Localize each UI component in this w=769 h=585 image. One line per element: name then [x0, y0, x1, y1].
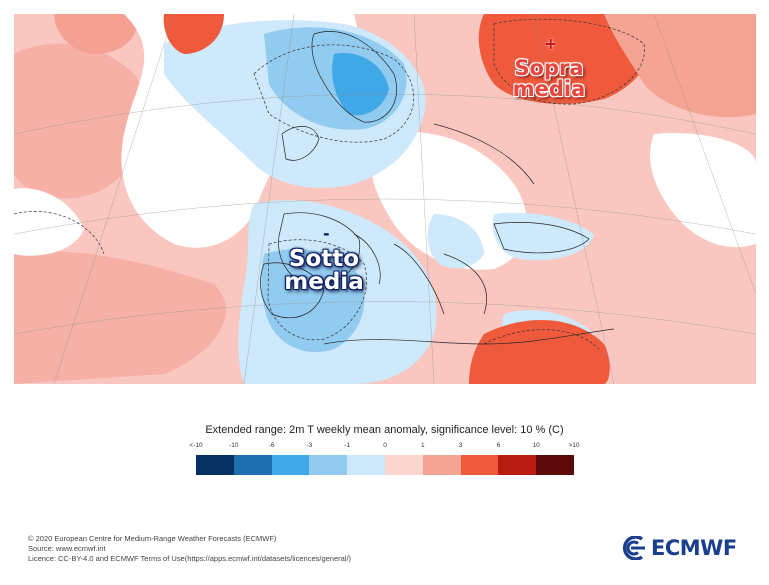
- legend-swatch: [347, 455, 385, 475]
- legend-title: Extended range: 2m T weekly mean anomaly…: [205, 424, 564, 436]
- legend-tick-label: -10: [229, 442, 239, 449]
- anomaly-map: [14, 14, 756, 384]
- below-normal-sign: -: [323, 224, 330, 243]
- legend-tick-label: <-10: [189, 442, 203, 449]
- footer-licence: Licence: CC-BY-4.0 and ECMWF Terms of Us…: [28, 553, 352, 563]
- above-normal-sign: +: [544, 34, 558, 53]
- near-normal-west-atlantic: [14, 188, 84, 256]
- legend-tick-label: -3: [306, 442, 313, 449]
- legend-tick-label: >10: [568, 442, 580, 449]
- map-svg: [14, 14, 756, 384]
- atlantic-south-warm-area: [14, 251, 226, 384]
- cold-area-iberia: [261, 249, 365, 353]
- legend-swatch: [196, 455, 234, 475]
- ecmwf-logo-text: ECMWF: [651, 536, 737, 560]
- legend-swatch: [498, 455, 537, 475]
- legend-swatch: [536, 455, 574, 475]
- above-normal-label: Sopra media: [512, 56, 586, 102]
- footer-source: Source: www.ecmwf.int: [28, 543, 106, 553]
- legend-swatch: [422, 455, 461, 475]
- legend-tick-label: -6: [268, 442, 275, 449]
- legend-swatch: [460, 455, 499, 475]
- warm-area-russia: [478, 14, 657, 104]
- legend-swatch: [233, 455, 272, 475]
- warm-area-east: [604, 14, 756, 118]
- legend-swatch: [384, 455, 423, 475]
- legend-tick-label: 1: [420, 442, 425, 449]
- near-normal-central-europe: [370, 131, 528, 270]
- coastlines: [260, 31, 615, 345]
- legend-tick-label: 10: [532, 442, 540, 449]
- footer-credits: © 2020 European Centre for Medium-Range …: [28, 534, 351, 564]
- near-normal-east: [650, 133, 756, 248]
- legend-swatch: [309, 455, 348, 475]
- legend-tick-label: -1: [344, 442, 351, 449]
- ecmwf-logo-icon: [622, 536, 645, 560]
- significance-contours: [14, 18, 645, 350]
- footer-copyright: © 2020 European Centre for Medium-Range …: [28, 534, 277, 543]
- legend-tick-label: 6: [496, 442, 501, 449]
- ecmwf-logo: ECMWF: [618, 536, 737, 560]
- legend-tick-label: 0: [383, 442, 387, 449]
- cold-area-balkans: [427, 214, 484, 269]
- warm-area-greenland: [163, 14, 224, 54]
- greenland-warm-area: [54, 14, 137, 54]
- cold-core-scandinavia: [332, 53, 389, 116]
- legend-swatch: [271, 455, 310, 475]
- cold-area-black-sea: [492, 212, 594, 261]
- legend-colorbar: [196, 455, 574, 475]
- graticule: [14, 14, 756, 384]
- below-normal-label: Sotto media: [284, 246, 364, 296]
- legend-ticks: <-10 -10 -6 -3 -1 0 1 3 6 10 >10: [189, 442, 579, 454]
- legend-tick-label: 3: [458, 442, 463, 449]
